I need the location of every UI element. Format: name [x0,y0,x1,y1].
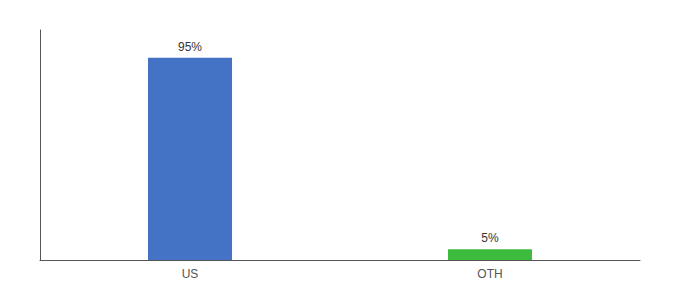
svg-text:5%: 5% [481,231,499,245]
svg-text:OTH: OTH [477,267,502,281]
svg-text:95%: 95% [178,40,202,54]
svg-text:US: US [182,267,199,281]
